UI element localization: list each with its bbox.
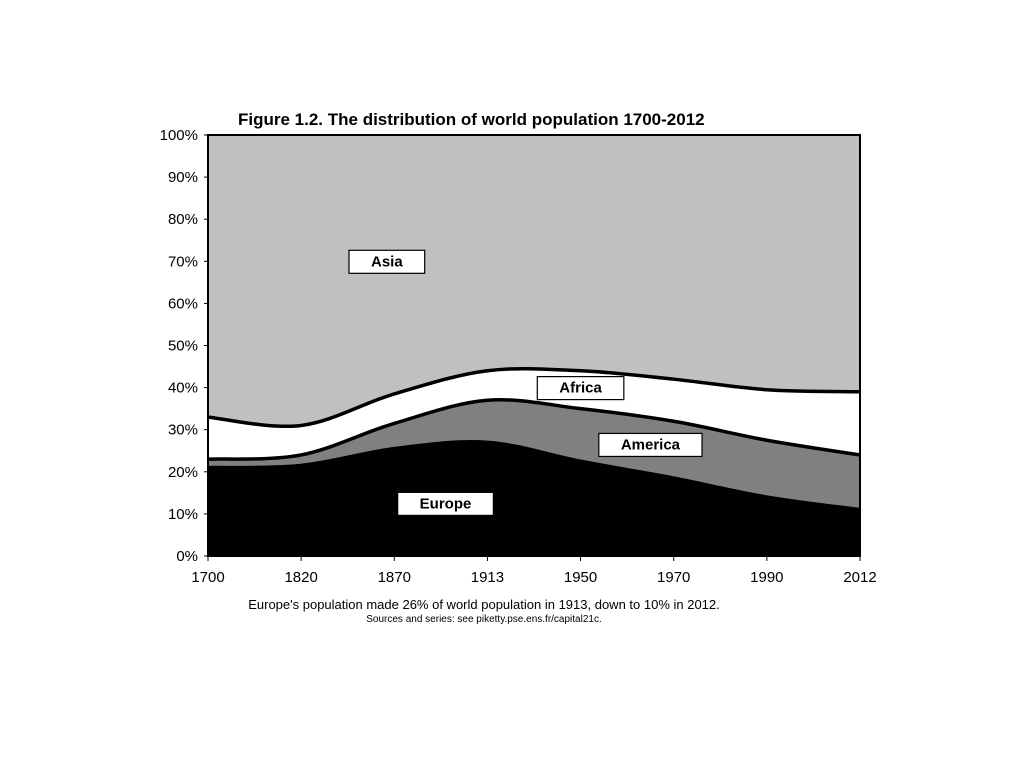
label-text: Asia	[371, 253, 403, 270]
label-box	[397, 491, 494, 516]
y-tick-label: 80%	[168, 211, 198, 228]
chart-source: Sources and series: see piketty.pse.ens.…	[366, 614, 602, 625]
label-asia: Asia	[348, 249, 426, 274]
y-tick-label: 0%	[176, 548, 198, 565]
y-tick-label: 50%	[168, 338, 198, 355]
areas-layer	[208, 135, 860, 556]
x-tick-label: 1820	[284, 569, 317, 586]
label-box	[536, 376, 625, 401]
y-axis: 0% 10% 20% 30% 40% 50% 60% 70% 80% 90% 100%	[160, 127, 208, 565]
label-text: Africa	[559, 380, 602, 397]
chart-note: Europe's population made 26% of world po…	[248, 597, 720, 612]
y-tick-label: 100%	[160, 127, 198, 144]
boundary-line-africa	[207, 366, 861, 428]
x-tick-label: 1950	[564, 569, 597, 586]
y-tick-label: 10%	[168, 506, 198, 523]
area-europe	[208, 441, 860, 556]
boundary-lines-layer	[207, 366, 861, 512]
x-tick-label: 2012	[843, 569, 876, 586]
label-text: Europe	[420, 495, 472, 512]
y-tick-label: 90%	[168, 169, 198, 186]
x-tick-label: 1700	[191, 569, 224, 586]
label-box	[348, 249, 426, 274]
series-labels: Europe America Africa Asia	[348, 249, 703, 516]
x-tick-label: 1990	[750, 569, 783, 586]
label-europe: Europe	[397, 491, 494, 516]
label-america: America	[598, 432, 703, 458]
x-tick-label: 1870	[378, 569, 411, 586]
y-tick-label: 40%	[168, 380, 198, 397]
label-box	[598, 432, 703, 458]
boundary-line-america	[207, 398, 861, 461]
y-tick-label: 70%	[168, 253, 198, 270]
y-tick-label: 60%	[168, 295, 198, 312]
chart-title: Figure 1.2. The distribution of world po…	[238, 110, 705, 129]
label-africa: Africa	[536, 376, 625, 401]
x-tick-label: 1913	[471, 569, 504, 586]
boundary-line-europe	[207, 440, 861, 512]
y-tick-label: 20%	[168, 464, 198, 481]
x-axis: 1700 1820 1870 1913 1950 1970 1990 2012	[191, 556, 877, 586]
label-text: America	[621, 436, 681, 453]
x-tick-label: 1970	[657, 569, 690, 586]
y-tick-label: 30%	[168, 422, 198, 439]
